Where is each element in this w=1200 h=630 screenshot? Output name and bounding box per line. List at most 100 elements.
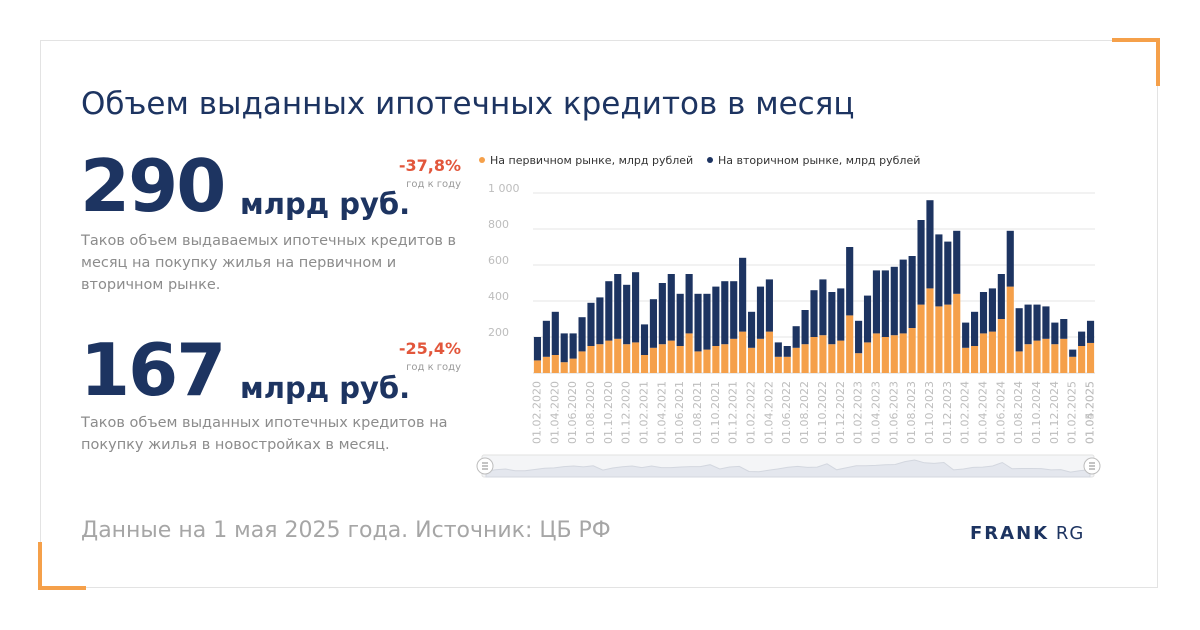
bar-primary	[890, 335, 898, 373]
bar-secondary	[623, 284, 631, 345]
bar-primary	[944, 304, 952, 373]
bar-secondary	[783, 346, 791, 357]
bar-secondary	[819, 279, 827, 336]
bar-primary	[730, 338, 738, 373]
bar-secondary	[872, 270, 881, 334]
bar-primary	[533, 360, 542, 373]
bar-secondary	[837, 288, 845, 341]
range-navigator-preview	[485, 459, 1091, 478]
x-tick-label: 01.02.2024	[959, 381, 972, 444]
bar-primary	[551, 355, 559, 373]
bar-secondary	[667, 274, 675, 341]
bar-primary	[962, 347, 970, 373]
bar-primary	[756, 338, 765, 373]
page-title: Объем выданных ипотечных кредитов в меся…	[81, 86, 855, 122]
bar-secondary	[828, 292, 836, 345]
bar-secondary	[694, 293, 702, 352]
bar-secondary	[935, 234, 943, 307]
bar-primary	[953, 293, 961, 373]
bar-secondary	[1060, 319, 1068, 339]
brand-logo: FRANK RG	[970, 523, 1084, 544]
bar-primary	[881, 337, 889, 373]
stat2-change-label: год к году	[406, 362, 461, 373]
y-tick-label: 200	[488, 326, 509, 339]
bar-primary	[676, 346, 684, 373]
bar-secondary	[917, 220, 925, 305]
y-tick-label: 1 000	[488, 182, 520, 195]
bar-secondary	[632, 272, 640, 343]
bar-primary	[667, 340, 675, 373]
stat2-change: -25,4%	[398, 339, 461, 358]
bar-secondary	[747, 311, 756, 348]
bar-secondary	[739, 257, 747, 332]
bar-primary	[542, 356, 550, 373]
bar-primary	[774, 356, 782, 373]
bar-secondary	[881, 270, 889, 337]
bar-primary	[846, 315, 854, 373]
bar-primary	[578, 351, 586, 373]
bar-primary	[623, 344, 631, 373]
x-tick-label: 01.10.2022	[816, 381, 829, 444]
bar-primary	[1024, 344, 1032, 373]
bar-primary	[632, 342, 640, 373]
bar-primary	[649, 347, 657, 373]
bar-secondary	[587, 302, 595, 346]
bar-primary	[1069, 356, 1077, 373]
bar-primary	[1078, 346, 1086, 373]
bar-primary	[703, 349, 711, 373]
logo-suffix: RG	[1055, 523, 1085, 544]
stat1-change-label: год к году	[406, 179, 461, 190]
x-tick-label: 01.08.2023	[905, 381, 918, 444]
bar-secondary	[1006, 230, 1014, 287]
x-tick-label: 01.08.2020	[584, 381, 597, 444]
bar-secondary	[1015, 308, 1023, 352]
bar-primary	[801, 344, 809, 373]
bar-secondary	[756, 286, 765, 339]
bar-secondary	[1033, 304, 1041, 341]
x-tick-label: 01.06.2021	[673, 381, 686, 444]
bar-secondary	[533, 337, 542, 361]
x-tick-label: 01.08.2024	[1012, 381, 1025, 444]
stat2-description: Таков объем выданных ипотечных кредитов …	[81, 415, 448, 453]
bar-secondary	[640, 324, 649, 355]
bar-primary	[1015, 351, 1023, 373]
bar-primary	[739, 331, 747, 373]
bar-primary	[1006, 286, 1014, 373]
bar-primary	[917, 304, 925, 373]
bar-secondary	[765, 279, 773, 332]
bar-secondary	[658, 283, 666, 345]
bar-secondary	[685, 274, 693, 334]
bar-primary	[828, 344, 836, 373]
x-tick-label: 01.04.2023	[869, 381, 882, 444]
bar-secondary	[899, 259, 907, 334]
bar-primary	[765, 331, 773, 373]
x-tick-label: 01.10.2021	[709, 381, 722, 444]
bar-primary	[863, 342, 872, 373]
bar-secondary	[1042, 306, 1050, 339]
bar-primary	[899, 333, 907, 373]
bar-secondary	[810, 290, 818, 337]
bar-primary	[926, 288, 934, 373]
corner-accent-top-right	[1112, 38, 1160, 86]
y-tick-label: 600	[488, 254, 509, 267]
bar-secondary	[712, 286, 720, 346]
legend-label-1: На первичном рынке, млрд рублей	[490, 154, 693, 167]
x-tick-label: 01.12.2020	[620, 381, 633, 444]
x-tick-label: 01.08.2022	[798, 381, 811, 444]
x-tick-label: 01.10.2024	[1030, 381, 1043, 444]
stat1-description: Таков объем выдаваемых ипотечных кредито…	[81, 233, 457, 293]
bar-secondary	[953, 230, 961, 294]
bar-secondary	[605, 281, 613, 341]
bar-secondary	[649, 299, 657, 348]
stat1-value: 290	[80, 144, 226, 228]
bar-secondary	[979, 292, 988, 334]
x-tick-label: 01.02.2020	[530, 381, 543, 444]
bar-secondary	[596, 297, 604, 345]
bar-primary	[747, 347, 756, 373]
bar-secondary	[703, 293, 711, 350]
x-tick-label: 01.04.2021	[655, 381, 668, 444]
bar-secondary	[908, 256, 916, 328]
bar-primary	[997, 319, 1005, 373]
bar-primary	[712, 346, 720, 373]
bar-secondary	[890, 266, 898, 336]
